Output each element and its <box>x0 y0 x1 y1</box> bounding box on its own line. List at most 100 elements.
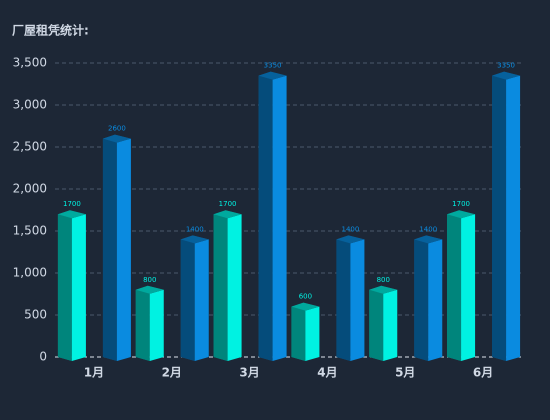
bar-right-face <box>227 214 242 361</box>
value-label: 2600 <box>108 125 126 133</box>
bar-top-shade <box>414 235 443 244</box>
chart-title: 厂屋租凭统计: <box>12 23 89 38</box>
bar-top-shade <box>369 285 398 294</box>
bar <box>291 302 320 361</box>
bar-left-face <box>414 239 429 361</box>
bar-left-shade <box>291 306 306 361</box>
bar-left-shade <box>447 214 462 361</box>
bar-left-shade <box>102 138 117 361</box>
bar-top-shade <box>336 235 365 244</box>
bar <box>258 71 287 361</box>
bar-left-shade <box>492 75 507 361</box>
y-tick-label: 500 <box>24 308 47 322</box>
bar-left-shade <box>369 289 384 361</box>
bar-top <box>336 235 365 244</box>
bar-left-shade <box>213 214 228 361</box>
bar-left-face <box>258 75 273 361</box>
bar <box>213 210 242 361</box>
bar-left-face <box>213 214 228 361</box>
bar-top <box>102 134 131 143</box>
bar-right-face <box>116 138 131 361</box>
bar-top <box>447 210 476 219</box>
bar-top-shade <box>180 235 209 244</box>
bar-right-face <box>272 75 287 361</box>
bar <box>102 134 131 361</box>
value-label: 600 <box>299 293 312 301</box>
bar-left-face <box>291 306 306 361</box>
bar-left-shade <box>180 239 195 361</box>
bar-top-shade <box>135 285 164 294</box>
bar-left-shade <box>258 75 273 361</box>
bar-left-shade <box>135 289 150 361</box>
bar-top <box>258 71 287 80</box>
bar-left-shade <box>414 239 429 361</box>
bar-top-shade <box>57 210 86 219</box>
value-label: 1700 <box>452 200 470 208</box>
bar-top <box>414 235 443 244</box>
y-tick-label: 1,000 <box>13 266 47 280</box>
y-tick-label: 0 <box>39 350 47 364</box>
bar <box>336 235 365 361</box>
bar-top <box>135 285 164 294</box>
bar-right-face <box>461 214 476 361</box>
bar-top <box>492 71 521 80</box>
bar-right-face <box>506 75 521 361</box>
value-label: 1400 <box>419 225 437 233</box>
bar <box>135 285 164 361</box>
bar-left-face <box>336 239 351 361</box>
bar-left-shade <box>336 239 351 361</box>
bar <box>57 210 86 361</box>
bar-right-face <box>428 239 443 361</box>
y-tick-label: 3,500 <box>13 56 47 70</box>
value-label: 3350 <box>497 62 515 70</box>
bar-right-face <box>350 239 365 361</box>
bar-left-face <box>135 289 150 361</box>
value-label: 800 <box>377 276 390 284</box>
bar-right-face <box>149 289 164 361</box>
bar-right-face <box>194 239 209 361</box>
x-tick-label: 6月 <box>473 366 493 380</box>
value-label: 1400 <box>342 225 360 233</box>
x-tick-label: 1月 <box>84 366 104 380</box>
bar-top <box>180 235 209 244</box>
value-label: 1700 <box>219 200 237 208</box>
y-tick-label: 1,500 <box>13 224 47 238</box>
bar-top-shade <box>102 134 131 143</box>
x-tick-label: 4月 <box>317 366 337 380</box>
bar-top-shade <box>258 71 287 80</box>
bar-top-shade <box>291 302 320 311</box>
bar-left-face <box>369 289 384 361</box>
bar-left-face <box>57 214 72 361</box>
x-tick-label: 2月 <box>162 366 182 380</box>
bar-right-face <box>71 214 86 361</box>
bar-left-face <box>102 138 117 361</box>
bar-right-face <box>383 289 398 361</box>
bar-top-shade <box>492 71 521 80</box>
x-tick-label: 5月 <box>395 366 415 380</box>
bar-left-face <box>492 75 507 361</box>
value-label: 800 <box>143 276 156 284</box>
bar-top <box>213 210 242 219</box>
y-tick-label: 2,000 <box>13 182 47 196</box>
y-tick-label: 3,000 <box>13 98 47 112</box>
bar-left-face <box>447 214 462 361</box>
bar-top-shade <box>447 210 476 219</box>
bar-top <box>57 210 86 219</box>
value-label: 3350 <box>264 62 282 70</box>
bar-left-face <box>180 239 195 361</box>
bar <box>492 71 521 361</box>
bar <box>447 210 476 361</box>
bar-top <box>291 302 320 311</box>
bar <box>369 285 398 361</box>
value-label: 1700 <box>63 200 81 208</box>
y-tick-label: 2,500 <box>13 140 47 154</box>
value-label: 1400 <box>186 225 204 233</box>
bar-right-face <box>305 306 320 361</box>
x-tick-label: 3月 <box>239 366 259 380</box>
bar <box>414 235 443 361</box>
bar-top-shade <box>213 210 242 219</box>
bar-top <box>369 285 398 294</box>
bar-left-shade <box>57 214 72 361</box>
bar <box>180 235 209 361</box>
